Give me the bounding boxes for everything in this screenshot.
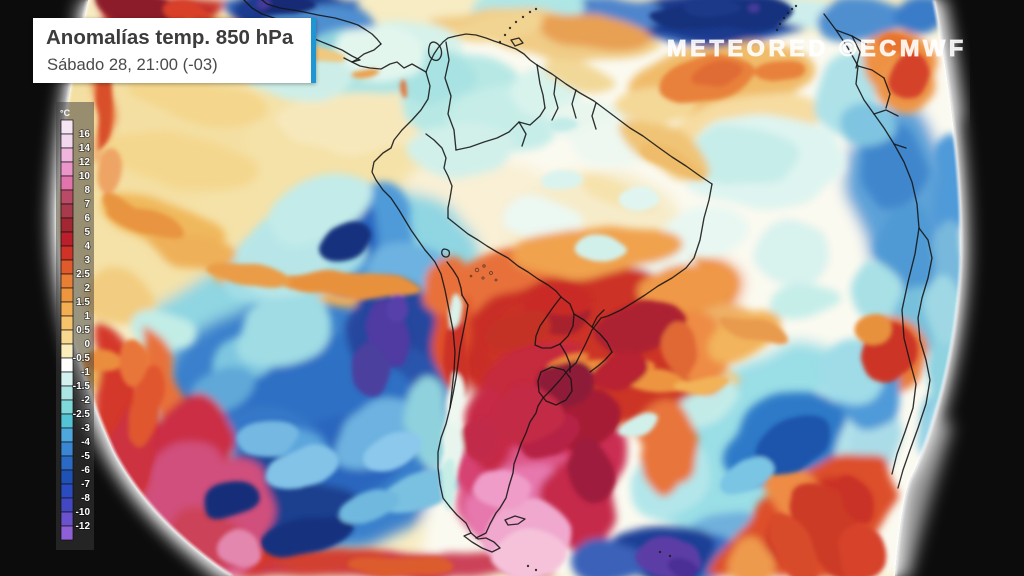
- svg-text:-8: -8: [81, 493, 90, 504]
- svg-text:°C: °C: [60, 108, 71, 118]
- svg-text:-1.5: -1.5: [73, 381, 91, 392]
- svg-text:8: 8: [84, 185, 90, 196]
- svg-text:0.5: 0.5: [76, 325, 90, 336]
- svg-text:14: 14: [79, 143, 91, 154]
- svg-text:1.5: 1.5: [76, 297, 90, 308]
- svg-text:5: 5: [84, 227, 90, 238]
- svg-text:16: 16: [79, 129, 91, 140]
- svg-text:4: 4: [84, 241, 90, 252]
- svg-text:12: 12: [79, 157, 91, 168]
- svg-text:6: 6: [84, 213, 90, 224]
- svg-text:-3: -3: [81, 423, 90, 434]
- svg-text:2.5: 2.5: [76, 269, 90, 280]
- svg-text:-12: -12: [76, 521, 91, 532]
- svg-text:-10: -10: [76, 507, 91, 518]
- svg-text:0: 0: [84, 339, 90, 350]
- svg-text:-7: -7: [81, 479, 90, 490]
- svg-text:2: 2: [84, 283, 90, 294]
- svg-text:-2.5: -2.5: [73, 409, 91, 420]
- svg-text:3: 3: [84, 255, 90, 266]
- svg-text:-4: -4: [81, 437, 90, 448]
- svg-text:1: 1: [84, 311, 90, 322]
- svg-text:-2: -2: [81, 395, 90, 406]
- svg-text:-5: -5: [81, 451, 90, 462]
- svg-text:-6: -6: [81, 465, 90, 476]
- svg-text:-0.5: -0.5: [73, 353, 91, 364]
- svg-text:10: 10: [79, 171, 91, 182]
- svg-text:7: 7: [84, 199, 90, 210]
- svg-text:-1: -1: [81, 367, 90, 378]
